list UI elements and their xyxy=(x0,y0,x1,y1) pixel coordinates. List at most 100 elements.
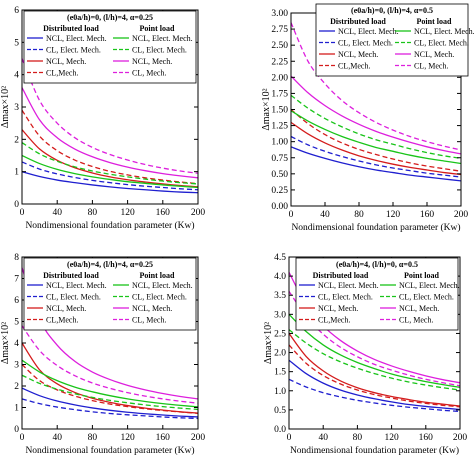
legend-entry-label: CL, Mech. xyxy=(399,316,433,325)
legend-entry-label: CL, Elect. Mech. xyxy=(399,293,454,302)
x-tick-label: 40 xyxy=(52,433,62,443)
series-line xyxy=(291,121,461,176)
x-axis-label: Nondimensional foundation parameter (Kw) xyxy=(291,222,460,233)
series-line xyxy=(291,22,461,151)
legend-entry-label: CL, Elect. Mech. xyxy=(318,293,373,302)
legend-group-header: Point load xyxy=(140,271,175,280)
x-tick-label: 80 xyxy=(88,208,98,218)
x-tick-label: 0 xyxy=(287,433,292,443)
legend-entry-label: NCL, Mech. xyxy=(318,304,358,313)
y-tick-label: 2 xyxy=(14,135,19,145)
legend-entry-label: NCL, Elect. Mech. xyxy=(46,281,107,290)
legend-group-header: Point load xyxy=(140,24,175,33)
legend-group-header: Distributed load xyxy=(330,17,386,26)
y-tick-label: 1.0 xyxy=(274,387,286,397)
x-tick-label: 80 xyxy=(354,210,364,220)
series-line xyxy=(22,129,198,188)
legend-box xyxy=(23,10,197,84)
legend-entry-label: NCL, Elect. Mech. xyxy=(414,27,474,36)
y-tick-label: 3.0 xyxy=(274,310,286,320)
legend-entry-label: NCL, Elect. Mech. xyxy=(132,34,193,43)
legend-box xyxy=(23,257,197,331)
x-tick-label: 40 xyxy=(318,433,328,443)
series-line xyxy=(291,135,461,178)
legend-entry-label: CL, Elect. Mech. xyxy=(132,46,187,55)
x-axis-label: Nondimensional foundation parameter (Kw) xyxy=(25,220,194,231)
x-tick-label: 160 xyxy=(156,433,171,443)
legend-entry-label: CL, Elect. Mech. xyxy=(132,293,187,302)
chart-panel: 0 40 80 120 160 200 0 1 2 3 4 5 6 Nondimensional foun… xyxy=(0,6,205,231)
legend-entry-label: CL, Elect. Mech. xyxy=(46,46,101,55)
y-tick-label: 5 xyxy=(14,38,19,48)
y-tick-label: 2.5 xyxy=(274,329,286,339)
x-tick-label: 200 xyxy=(453,433,468,443)
y-tick-label: 6 xyxy=(14,6,19,16)
y-tick-label: 5 xyxy=(14,318,19,328)
y-axis-label: Δmax×10² xyxy=(261,88,272,130)
x-tick-label: 160 xyxy=(419,433,434,443)
series-line xyxy=(289,344,460,408)
legend-entry-label: NCL, Elect. Mech. xyxy=(132,281,193,290)
x-tick-label: 200 xyxy=(191,208,206,218)
legend-entry-label: CL,Mech. xyxy=(338,62,370,71)
legend-group-header: Distributed load xyxy=(43,271,99,280)
legend-entry-label: CL, Mech. xyxy=(132,69,166,78)
chart-panel: 0 40 80 120 160 200 0 1 2 3 4 5 6 7 8 Nondimensional fo… xyxy=(0,253,205,456)
legend-group-header: Point load xyxy=(417,17,452,26)
series-group xyxy=(22,58,198,194)
series-line xyxy=(22,398,198,420)
y-tick-label: 1.50 xyxy=(271,106,288,116)
y-tick-label: 4.0 xyxy=(274,272,286,282)
y-axis-label: Δmax×10² xyxy=(263,322,274,364)
x-tick-label: 40 xyxy=(52,208,62,218)
y-tick-label: 2 xyxy=(14,382,19,392)
legend: (e0a/h)=4, (l/h)=0, α=0.5 Distributed loa… xyxy=(295,257,460,331)
y-tick-label: 4 xyxy=(14,71,19,81)
x-tick-label: 0 xyxy=(20,208,25,218)
series-group xyxy=(22,267,198,420)
x-tick-label: 160 xyxy=(156,208,171,218)
legend: (e0a/h)=0, (l/h)=4, α=0.5 Distributed loa… xyxy=(315,3,474,77)
x-tick-label: 120 xyxy=(386,210,401,220)
legend-title: (e0a/h)=4, (l/h)=0, α=0.5 xyxy=(336,260,418,269)
legend-entry-label: CL, Elect. Mech. xyxy=(414,39,469,48)
legend-entry-label: CL, Mech. xyxy=(414,62,448,71)
y-tick-label: 0 xyxy=(14,200,19,210)
legend-entry-label: NCL, Mech. xyxy=(46,304,86,313)
legend-title: (e0a/h)=0, (l/h)=4, α=0.5 xyxy=(351,6,433,15)
series-group xyxy=(291,22,461,182)
legend: (e0a/h)=0, (l/h)=4, α=0.25 Distributed lo… xyxy=(23,10,197,84)
legend-group-header: Point load xyxy=(404,271,439,280)
legend-entry-label: CL,Mech. xyxy=(46,316,78,325)
legend-entry-label: CL, Elect. Mech. xyxy=(338,39,393,48)
y-tick-label: 1 xyxy=(14,404,19,414)
y-tick-label: 0.25 xyxy=(271,186,288,196)
y-tick-label: 2.50 xyxy=(271,41,288,51)
x-tick-label: 120 xyxy=(384,433,399,443)
legend-entry-label: NCL, Mech. xyxy=(414,50,454,59)
y-tick-label: 1.5 xyxy=(274,368,286,378)
x-tick-label: 0 xyxy=(289,210,294,220)
x-tick-label: 0 xyxy=(20,433,25,443)
y-tick-label: 6 xyxy=(14,296,19,306)
series-line xyxy=(22,87,198,179)
x-tick-label: 160 xyxy=(420,210,435,220)
series-line xyxy=(22,387,198,418)
series-line xyxy=(289,333,460,407)
series-line xyxy=(291,75,461,155)
y-tick-label: 2.0 xyxy=(274,349,286,359)
y-axis-label: Δmax×10² xyxy=(0,322,11,364)
series-line xyxy=(291,109,461,172)
legend-box xyxy=(315,3,469,77)
plot-frame xyxy=(288,256,461,430)
series-line xyxy=(22,267,198,400)
y-tick-label: 1.75 xyxy=(271,89,288,99)
chart-panel: 0 40 80 120 160 200 0.0 0.5 1.0 1.5 2.0 2.5 3.0 3.5 4.… xyxy=(263,253,467,456)
series-line xyxy=(291,94,461,160)
x-tick-label: 80 xyxy=(88,433,98,443)
legend-entry-label: NCL, Mech. xyxy=(132,57,172,66)
series-line xyxy=(289,359,460,411)
chart-panel: 0 40 80 120 160 200 0.00 0.25 0.50 0.75 1.00 1.25 1.… xyxy=(261,3,474,233)
x-axis-label: Nondimensional foundation parameter (Kw) xyxy=(290,445,459,456)
